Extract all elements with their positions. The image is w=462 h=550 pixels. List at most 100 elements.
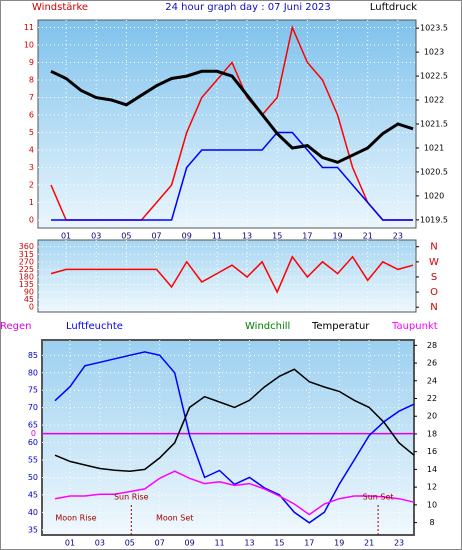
y-tick-label: 180 — [19, 272, 34, 281]
y-tick-label: 0 — [29, 215, 34, 224]
x-tick-label: 17 — [302, 232, 312, 241]
y2-tick-label: 1022.5 — [420, 72, 448, 81]
y2-tick-label: O — [430, 287, 438, 298]
annotation: 0 — [31, 429, 36, 438]
series-line — [54, 368, 415, 472]
event-label: Moon Rise — [55, 514, 96, 523]
y2-axis-label: Luftdruck — [370, 2, 417, 13]
y-tick-label: 5 — [29, 128, 34, 137]
x-tick-label: 09 — [182, 232, 192, 241]
legend-label: Luftfeuchte — [66, 321, 123, 332]
event-label: Sun Set — [363, 493, 394, 502]
x-tick-label: 05 — [125, 539, 135, 548]
y2-tick-label: 1019.5 — [420, 215, 448, 224]
x-tick-label: 19 — [334, 539, 344, 548]
x-tick-label: 15 — [274, 539, 284, 548]
y-tick-label: 9 — [29, 58, 34, 67]
y-tick-label: 90 — [24, 288, 34, 297]
y2-tick-label: N — [430, 242, 437, 253]
x-tick-label: 01 — [61, 232, 71, 241]
series-line — [54, 470, 415, 516]
y-tick-label: 225 — [19, 265, 34, 274]
y-tick-label: 2 — [29, 180, 34, 189]
y-tick-label: 35 — [28, 525, 38, 534]
y2-tick-label: 1021.5 — [420, 120, 448, 129]
plot-background — [37, 19, 417, 229]
y-tick-label: 315 — [19, 250, 34, 259]
legend-label: Temperatur — [311, 321, 370, 332]
y2-tick-label: 1020 — [424, 191, 444, 200]
x-tick-label: 23 — [394, 539, 404, 548]
y2-tick-label: 1021 — [424, 143, 444, 152]
x-tick-label: 01 — [65, 539, 75, 548]
x-tick-label: 05 — [121, 232, 131, 241]
y2-tick-label: 1023 — [424, 48, 444, 57]
y-tick-label: 11 — [24, 23, 34, 32]
y2-tick-label: 14 — [427, 465, 437, 474]
y-tick-label: 360 — [19, 242, 34, 251]
y2-tick-label: W — [429, 257, 439, 268]
x-tick-label: 11 — [212, 232, 222, 241]
x-tick-label: 17 — [304, 539, 314, 548]
y2-tick-label: N — [430, 302, 437, 313]
y-tick-label: 45 — [24, 295, 34, 304]
y-tick-label: 135 — [19, 280, 34, 289]
y-tick-label: 270 — [19, 257, 34, 266]
plot-background — [37, 239, 417, 313]
y-tick-label: 60 — [28, 438, 38, 447]
x-tick-label: 03 — [95, 539, 105, 548]
y-tick-label: 4 — [29, 145, 34, 154]
y-tick-label: 70 — [28, 403, 38, 412]
y2-tick-label: 1022 — [424, 96, 444, 105]
legend-label: Windchill — [245, 321, 290, 332]
y-tick-label: 80 — [28, 368, 38, 377]
y-tick-label: 1 — [29, 198, 34, 207]
y-axis-label: Windstärke — [32, 2, 88, 13]
x-tick-label: 03 — [91, 232, 101, 241]
y2-tick-label: 12 — [427, 483, 437, 492]
x-tick-label: 21 — [363, 232, 373, 241]
y2-tick-label: 26 — [427, 359, 437, 368]
x-tick-label: 21 — [364, 539, 374, 548]
chart-title: 24 hour graph day : 07 Juni 2023 — [165, 2, 331, 13]
y2-tick-label: 20 — [427, 412, 437, 421]
x-tick-label: 07 — [151, 232, 161, 241]
legend-label: Regen — [0, 321, 32, 332]
y2-tick-label: 22 — [427, 394, 437, 403]
y2-tick-label: 10 — [427, 500, 437, 509]
x-tick-label: 15 — [272, 232, 282, 241]
y2-tick-label: 8 — [429, 518, 434, 527]
y-tick-label: 40 — [28, 508, 38, 517]
x-tick-label: 19 — [332, 232, 342, 241]
y2-tick-label: 1023.5 — [420, 24, 448, 33]
y2-tick-label: 1020.5 — [420, 167, 448, 176]
series-line — [50, 69, 414, 164]
y-tick-label: 50 — [28, 473, 38, 482]
y-tick-label: 7 — [29, 93, 34, 102]
y-tick-label: 55 — [28, 456, 38, 465]
y2-tick-label: S — [431, 272, 437, 283]
y-tick-label: 6 — [29, 110, 34, 119]
y-tick-label: 0 — [29, 303, 34, 312]
y-tick-label: 85 — [28, 351, 38, 360]
y2-tick-label: 18 — [427, 429, 437, 438]
y2-tick-label: 28 — [427, 341, 437, 350]
y-tick-label: 8 — [29, 76, 34, 85]
event-label: Sun Rise — [114, 493, 149, 502]
series-line — [51, 131, 413, 221]
y-tick-label: 45 — [28, 490, 38, 499]
y2-tick-label: 24 — [427, 376, 437, 385]
x-tick-label: 09 — [185, 539, 195, 548]
y-tick-label: 75 — [28, 386, 38, 395]
x-tick-label: 11 — [214, 539, 224, 548]
y-tick-label: 10 — [24, 41, 34, 50]
x-tick-label: 23 — [393, 232, 403, 241]
legend-label: Taupunkt — [391, 321, 438, 332]
y2-tick-label: 16 — [427, 447, 437, 456]
x-tick-label: 07 — [155, 539, 165, 548]
x-tick-label: 13 — [244, 539, 254, 548]
event-label: Moon Set — [156, 514, 193, 523]
x-tick-label: 13 — [242, 232, 252, 241]
series-line — [54, 351, 415, 524]
